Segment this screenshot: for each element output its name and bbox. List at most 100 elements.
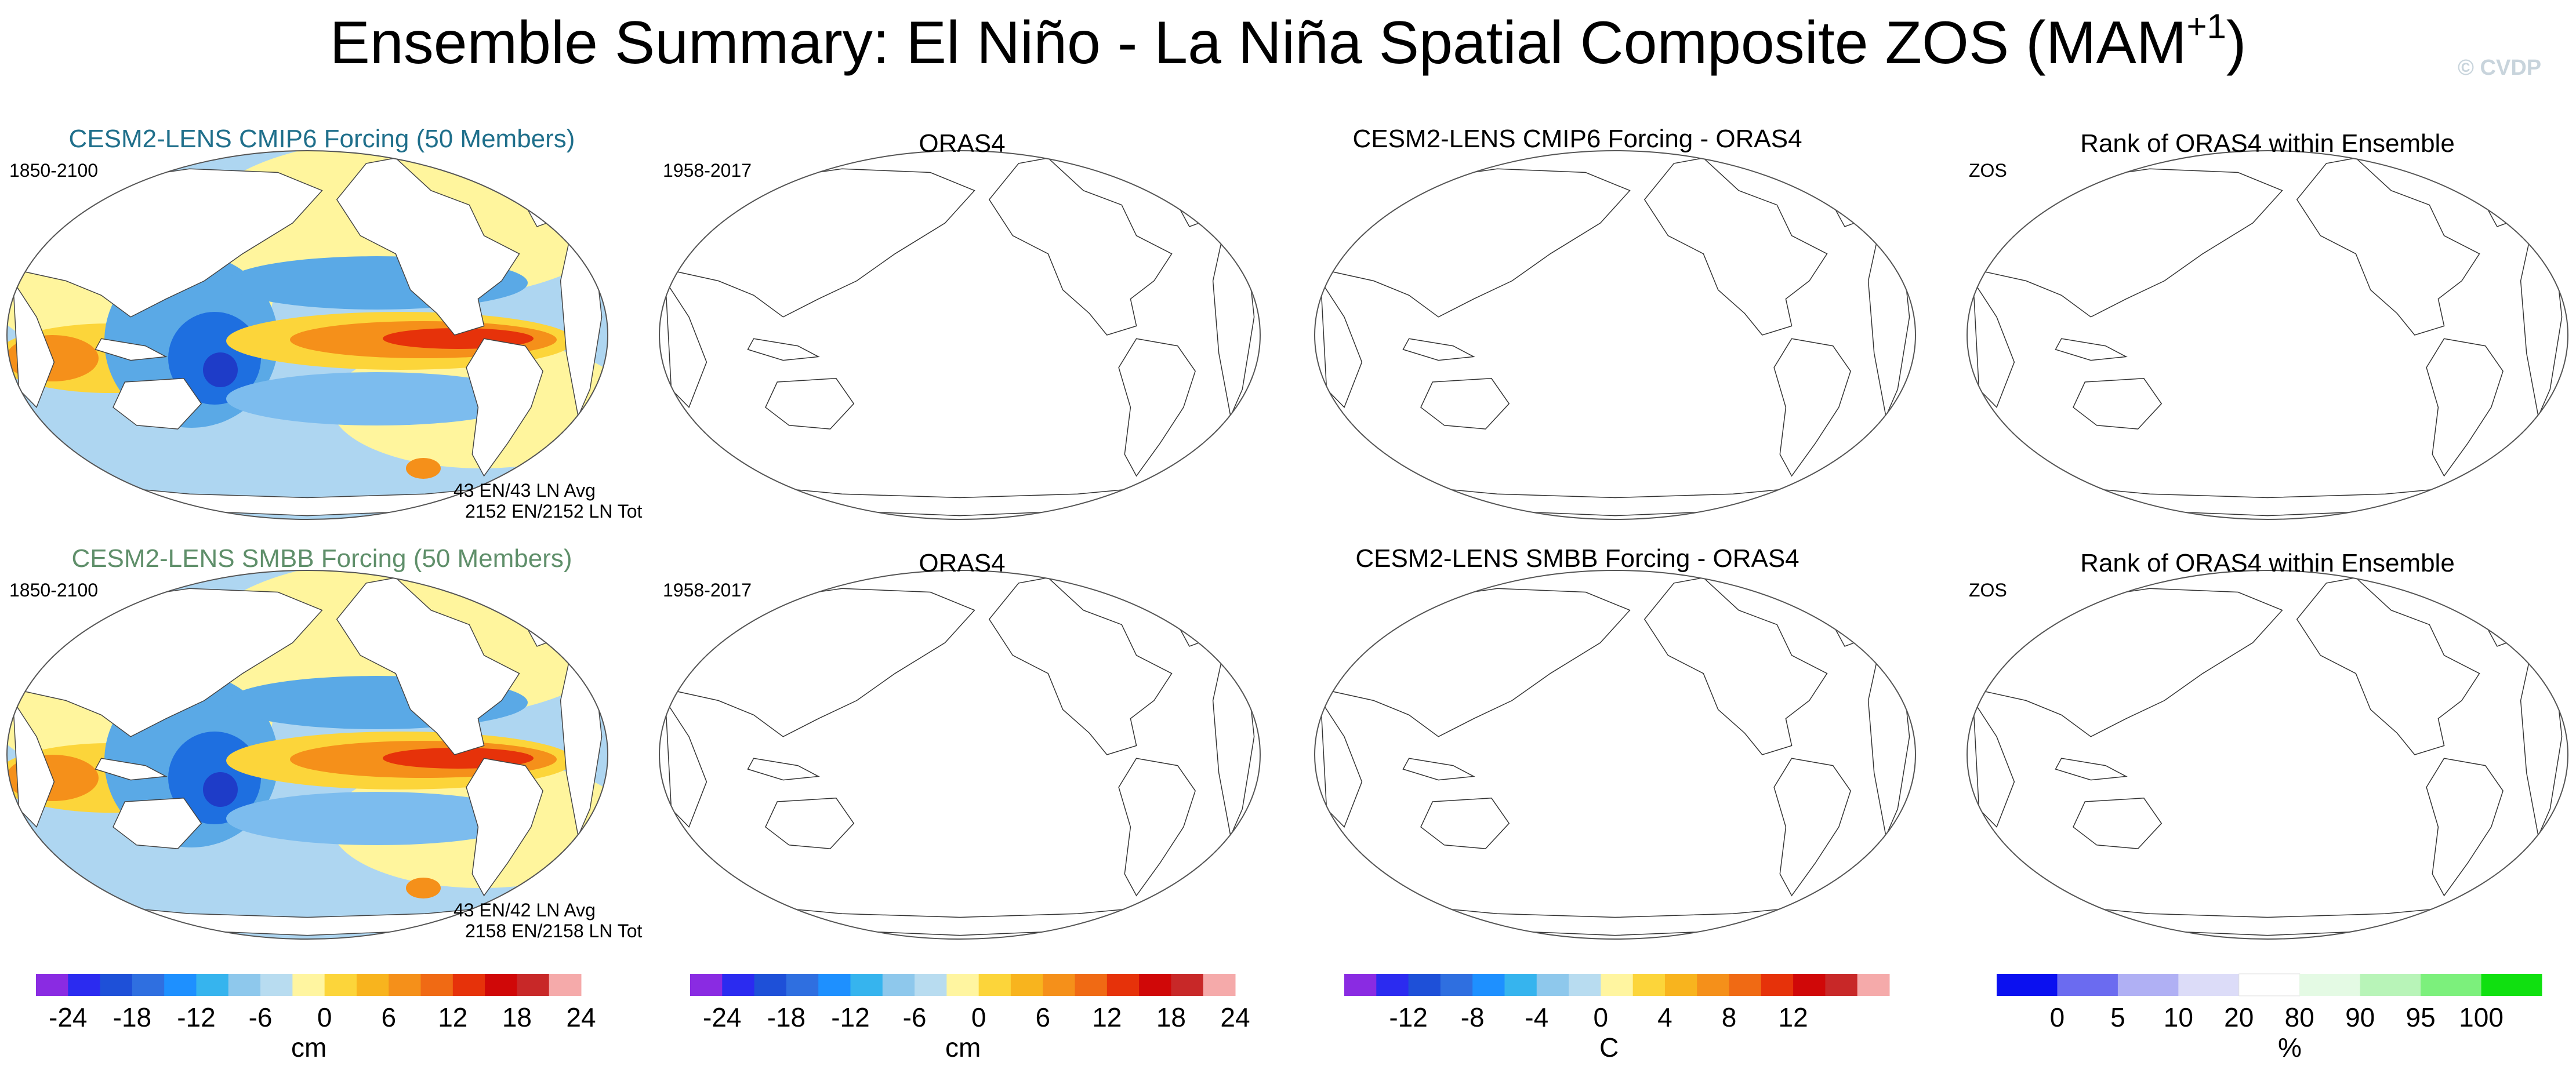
map-panel-r1c4 xyxy=(1967,150,2568,520)
map-border-r1c2 xyxy=(659,150,1261,520)
colorbar-1-swatch xyxy=(292,974,325,996)
panel-title-r2c4: Rank of ORAS4 within Ensemble xyxy=(2080,549,2455,577)
colorbar-2-unit: cm xyxy=(945,1032,981,1063)
colorbar-2-swatch xyxy=(818,974,851,996)
colorbar-2-swatch xyxy=(1171,974,1204,996)
colorbar-2-swatch xyxy=(1139,974,1171,996)
colorbar-2-swatch xyxy=(978,974,1011,996)
colorbar-3-swatch xyxy=(1632,974,1666,996)
colorbar-4 xyxy=(1997,973,2542,996)
colorbar-4-swatch xyxy=(2360,974,2421,996)
colorbar-4-tick: 95 xyxy=(2406,1002,2436,1032)
colorbar-1-swatch xyxy=(549,974,582,996)
variable-label-r1c4: ZOS xyxy=(1969,160,2007,181)
period-label-r1c1: 1850-2100 xyxy=(9,160,99,181)
coastlines-r1c2 xyxy=(665,157,1255,516)
colorbar-1-swatch xyxy=(100,974,133,996)
coastlines-r1c4 xyxy=(1972,157,2563,516)
colorbar-2-swatch xyxy=(690,974,723,996)
colorbar-4-swatch xyxy=(2057,974,2118,996)
colorbar-2-tick: 6 xyxy=(1035,1002,1051,1032)
colorbar-2-tick: 0 xyxy=(971,1002,986,1032)
colorbar-4-tick: 100 xyxy=(2459,1002,2504,1032)
colorbar-1-swatch xyxy=(389,974,422,996)
colorbar-3-swatch xyxy=(1601,974,1634,996)
colorbar-1-unit: cm xyxy=(291,1032,327,1063)
colorbar-2-swatch xyxy=(946,974,979,996)
colorbar-4-tick: 80 xyxy=(2284,1002,2314,1032)
coastlines-r2c3 xyxy=(1320,577,1910,936)
panel-title-r2c3: CESM2-LENS SMBB Forcing - ORAS4 xyxy=(1355,544,1799,573)
colorbar-4-swatch xyxy=(2299,974,2361,996)
colorbar-2-swatch xyxy=(882,974,915,996)
event-total-r1: 2152 EN/2152 LN Tot xyxy=(465,501,643,522)
colorbar-4-unit: % xyxy=(2278,1032,2302,1063)
colorbar-4-tick: 20 xyxy=(2224,1002,2254,1032)
colorbar-2-tick: -18 xyxy=(767,1002,806,1032)
colorbar-1-tick: -12 xyxy=(177,1002,216,1032)
panel-title-r2c1: CESM2-LENS SMBB Forcing (50 Members) xyxy=(71,544,572,573)
colorbar-3-unit: C xyxy=(1599,1032,1619,1063)
map-panel-r1c1 xyxy=(6,150,608,520)
panel-title-r2c2: ORAS4 xyxy=(919,549,1006,577)
coastlines-r2c2 xyxy=(665,577,1255,936)
colorbar-1-swatch xyxy=(164,974,197,996)
colorbar-4-tick: 5 xyxy=(2110,1002,2125,1032)
colorbar-3-tick: 8 xyxy=(1721,1002,1737,1032)
event-avg-r2: 43 EN/42 LN Avg xyxy=(453,900,596,921)
colorbar-2 xyxy=(690,974,1236,996)
colorbar-3-tick: -12 xyxy=(1389,1002,1428,1032)
colorbar-1-swatch xyxy=(452,974,485,996)
colorbar-3-swatch xyxy=(1761,974,1794,996)
event-avg-r1: 43 EN/43 LN Avg xyxy=(453,480,596,501)
colorbar-3-swatch xyxy=(1825,974,1858,996)
colorbar-1-swatch xyxy=(196,974,229,996)
event-total-r2: 2158 EN/2158 LN Tot xyxy=(465,921,643,941)
colorbar-2-tick: 12 xyxy=(1092,1002,1122,1032)
anomaly-field-r2 xyxy=(7,570,608,939)
colorbar-4-tick: 10 xyxy=(2163,1002,2193,1032)
colorbar-3-tick: -4 xyxy=(1525,1002,1549,1032)
colorbar-1-tick: -6 xyxy=(248,1002,273,1032)
map-panel-r2c3 xyxy=(1314,570,1916,940)
colorbar-2-swatch xyxy=(915,974,947,996)
colorbar-3-swatch xyxy=(1664,974,1697,996)
panel-title-r1c1: CESM2-LENS CMIP6 Forcing (50 Members) xyxy=(68,125,575,153)
colorbar-2-swatch xyxy=(722,974,755,996)
variable-label-r2c4: ZOS xyxy=(1969,580,2007,601)
map-panel-r2c2 xyxy=(659,570,1261,940)
period-label-r1c2: 1958-2017 xyxy=(663,160,752,181)
period-label-r2c1: 1850-2100 xyxy=(9,580,99,601)
colorbar-3-swatch xyxy=(1857,974,1890,996)
panel-title-r1c2: ORAS4 xyxy=(919,129,1006,158)
colorbar-3-swatch xyxy=(1376,974,1409,996)
colorbar-1-swatch xyxy=(228,974,261,996)
colorbar-2-tick: -12 xyxy=(831,1002,870,1032)
colorbar-2-swatch xyxy=(786,974,819,996)
map-border-r2c2 xyxy=(659,570,1261,940)
colorbar-4-tick: 0 xyxy=(2049,1002,2065,1032)
colorbar-3-swatch xyxy=(1472,974,1505,996)
colorbar-3-swatch xyxy=(1408,974,1441,996)
coastlines-r2c4 xyxy=(1972,577,2563,936)
colorbar-2-tick: 24 xyxy=(1220,1002,1250,1032)
colorbar-2-tick: 18 xyxy=(1156,1002,1186,1032)
map-border-r2c1 xyxy=(6,570,608,940)
period-label-r2c2: 1958-2017 xyxy=(663,580,752,601)
colorbar-1-swatch xyxy=(517,974,550,996)
colorbar-1-tick: -18 xyxy=(113,1002,152,1032)
colorbar-1-tick: 24 xyxy=(566,1002,596,1032)
colorbar-1-swatch xyxy=(36,974,68,996)
colorbar-3-tick: -8 xyxy=(1460,1002,1485,1032)
anomaly-field-r1 xyxy=(7,151,608,519)
colorbar-2-swatch xyxy=(850,974,883,996)
colorbar-1-tick: 18 xyxy=(502,1002,532,1032)
colorbar-3-swatch xyxy=(1504,974,1537,996)
colorbar-4-swatch xyxy=(2238,973,2301,996)
colorbar-4-swatch xyxy=(2117,974,2179,996)
colorbar-3-swatch xyxy=(1440,974,1473,996)
colorbar-1-tick: 0 xyxy=(317,1002,332,1032)
colorbar-4-swatch xyxy=(2481,974,2542,996)
map-panel-r1c3 xyxy=(1314,150,1916,520)
